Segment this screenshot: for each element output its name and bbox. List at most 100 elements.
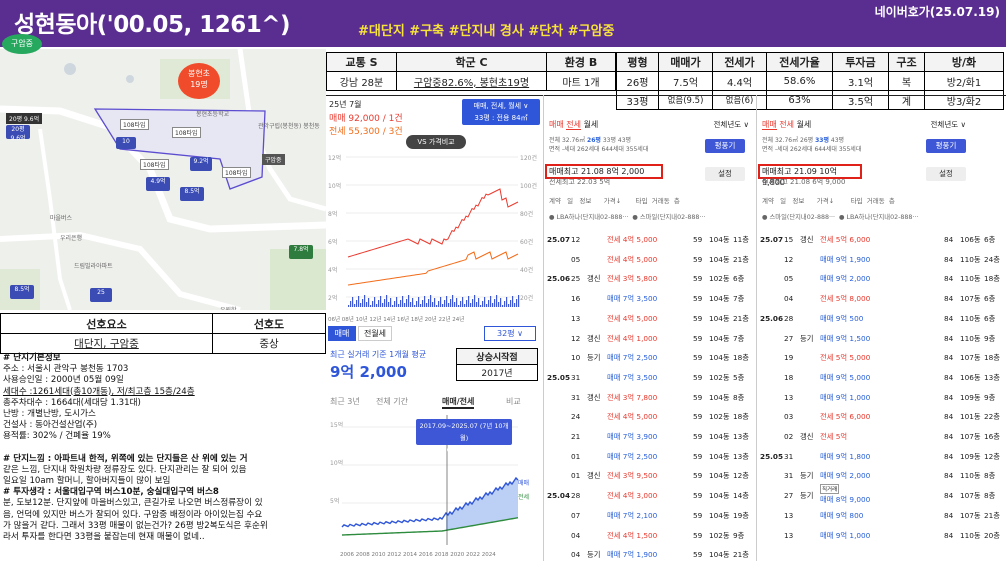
tab-compare[interactable]: 비교 bbox=[506, 397, 521, 406]
row-d: 31 bbox=[571, 372, 581, 382]
year-select[interactable]: 전체년도 ∨ bbox=[713, 120, 749, 129]
table-row[interactable]: 25.07 12 전세 4억 5,000 59 104동 11층 bbox=[547, 232, 753, 248]
table-row[interactable]: 07 매매 7억 2,100 59 104동 19층 bbox=[547, 508, 753, 524]
table-row[interactable]: 25.04 28 전세 4억 3,000 59 104동 14층 bbox=[547, 488, 753, 504]
table-row[interactable]: 25.06 28 매매 9억 500 84 110동 6층 bbox=[760, 311, 1004, 327]
settings-button[interactable]: 설정 bbox=[926, 167, 966, 181]
table-row[interactable]: 19 전세 5억 5,000 84 107동 18층 bbox=[760, 350, 1004, 366]
row-p: 매매 9억 800 bbox=[820, 510, 864, 520]
table-row[interactable]: 13 전세 4억 5,000 59 104동 21층 bbox=[547, 311, 753, 327]
table-row[interactable]: 04 전세 5억 8,000 84 107동 6층 bbox=[760, 291, 1004, 307]
table-row[interactable]: 01 갱신 전세 3억 9,500 59 104동 12층 bbox=[547, 468, 753, 484]
volume-bar bbox=[388, 302, 390, 307]
deal-type-tabs[interactable]: 매매 전세 월세 bbox=[549, 120, 599, 130]
row-p: 매매 7억 3,900 bbox=[607, 432, 658, 441]
row-t: 59 bbox=[693, 530, 703, 540]
y-tick: 2억 bbox=[328, 294, 337, 302]
building-marker[interactable]: 7.8억 bbox=[289, 245, 313, 259]
tab-sale-lease[interactable]: 매매/전세 bbox=[442, 396, 475, 409]
building-marker[interactable]: 20평 9.6억 bbox=[6, 125, 30, 142]
table-row[interactable]: 12 매매 9억 1,900 84 110동 24층 bbox=[760, 252, 1004, 268]
row-p: 매매 9억 1,900 bbox=[820, 254, 871, 264]
row-f: 9층 bbox=[984, 333, 996, 343]
size-select[interactable]: 32평 ∨ bbox=[484, 326, 536, 341]
row-note: 직거래 bbox=[820, 484, 840, 495]
size-filter[interactable]: 전체 32.76㎡ 26평 33평 43평 면적 -세대 262세대 644세대 … bbox=[762, 137, 862, 153]
size-filter[interactable]: 전체 32.76㎡ 26평 33평 43평 면적 -세대 262세대 644세대 … bbox=[549, 137, 649, 153]
pin-20-label[interactable]: 20평 9.6억 bbox=[6, 113, 43, 124]
row-f: 6층 bbox=[984, 235, 996, 244]
volume-bar bbox=[384, 299, 386, 307]
table-row[interactable]: 25.07 15 갱신 전세 5억 6,000 84 106동 6층 bbox=[760, 232, 1004, 248]
row-d: 28 bbox=[571, 491, 581, 501]
table-row[interactable]: 13 매매 9억 1,000 84 109동 9층 bbox=[760, 390, 1004, 406]
table-row[interactable]: 31 등기 매매 9억 2,000 84 110동 8층 bbox=[760, 468, 1004, 484]
table-row[interactable]: 27 등기 매매 9억 1,500 84 110동 9층 bbox=[760, 331, 1004, 347]
table-row[interactable]: 18 매매 9억 5,000 84 106동 13층 bbox=[760, 370, 1004, 386]
complex-map[interactable]: 봉현초 19명 20평 9.6억 20평 9.6억 10 9.2억 4.9억 8.5… bbox=[0, 49, 326, 310]
y-tick: 10억 bbox=[328, 182, 341, 190]
building-marker[interactable]: 9.2억 bbox=[190, 157, 212, 171]
table-row[interactable]: 02 갱신 전세 5억 84 107동 16층 bbox=[760, 429, 1004, 445]
chart-filter-dropdown[interactable]: 매매, 전세, 월세 ∨ 33평 : 전용 84㎡ bbox=[462, 99, 540, 125]
table-row[interactable]: 13 매매 9억 1,000 84 110동 20층 bbox=[760, 528, 1004, 544]
table-row[interactable]: 10 등기 매매 7억 2,500 59 104동 18층 bbox=[547, 350, 753, 366]
row-t: 59 bbox=[693, 412, 703, 422]
table-row[interactable]: 24 전세 4억 5,000 59 102동 18층 bbox=[547, 409, 753, 425]
row-p: 전세 4억 5,000 bbox=[607, 412, 658, 422]
volume-bar bbox=[418, 297, 420, 307]
row-d: 27 bbox=[784, 333, 794, 343]
volume-bar bbox=[406, 299, 408, 307]
row-d: 16 bbox=[571, 294, 581, 304]
building-marker[interactable]: 4.9억 bbox=[146, 177, 170, 191]
table-row[interactable]: 25.05 31 매매 7억 3,500 59 102동 5층 bbox=[547, 370, 753, 386]
building-marker[interactable]: 25 bbox=[90, 288, 112, 302]
building-marker[interactable]: 8.5억 bbox=[10, 285, 34, 299]
volume-bar bbox=[446, 296, 448, 307]
pyeong-button[interactable]: 평풍기 bbox=[926, 139, 966, 153]
table-row[interactable]: 03 전세 5억 6,000 84 101동 22층 bbox=[760, 409, 1004, 425]
poi-label: 봉현초등학교 bbox=[196, 111, 230, 118]
table-row[interactable]: 25.05 31 매매 9억 1,800 84 109동 12층 bbox=[760, 449, 1004, 465]
compare-button[interactable]: VS 가격비교 bbox=[406, 135, 466, 149]
complex-info: # 단지기본정보 주소 : 서울시 관악구 봉천동 1703 사용승인일 : 20… bbox=[3, 353, 268, 543]
building-marker[interactable]: 10 bbox=[116, 137, 136, 149]
tab-all-period[interactable]: 전체 기간 bbox=[376, 397, 408, 406]
school-map-label[interactable]: 구암중 bbox=[262, 154, 285, 165]
table-row[interactable]: 27 등기 매매 8억 9,000 84 107동 8층 직거래 bbox=[760, 484, 1004, 505]
table-row[interactable]: 05 매매 9억 2,000 84 110동 18층 bbox=[760, 271, 1004, 287]
row-i: 갱신 bbox=[800, 432, 814, 441]
deal-type-tabs[interactable]: 매매 전세 월세 bbox=[762, 120, 812, 130]
row-d: 07 bbox=[571, 510, 581, 520]
table-row[interactable]: 21 매매 7억 3,900 59 104동 13층 bbox=[547, 429, 753, 445]
year-select[interactable]: 전체년도 ∨ bbox=[930, 120, 966, 129]
row-p: 매매 8억 9,000 bbox=[820, 495, 871, 505]
school-pin[interactable]: 봉현초 19명 bbox=[178, 63, 220, 99]
volume-bar bbox=[360, 303, 362, 307]
building-marker[interactable]: 8.5억 bbox=[180, 187, 204, 201]
poi-label: 우리은행 bbox=[60, 235, 83, 242]
y-tick-right: 20건 bbox=[520, 294, 533, 302]
table-row[interactable]: 31 갱신 전세 3억 7,800 59 104동 8층 bbox=[547, 390, 753, 406]
row-f: 9층 bbox=[984, 392, 996, 402]
table-row[interactable]: 04 전세 4억 1,500 59 102동 9층 bbox=[547, 528, 753, 544]
pyeong-button[interactable]: 평풍기 bbox=[705, 139, 745, 153]
tab-lease[interactable]: 전월세 bbox=[358, 326, 392, 341]
agent-row[interactable]: ● 스마일(단지내02-888··· ● LBA하나(단지내02-888··· bbox=[762, 214, 919, 221]
source-label: 네이버호가(25.07.19) bbox=[874, 5, 1000, 19]
table-row[interactable]: 04 등기 매매 7억 1,900 59 104동 21층 bbox=[547, 547, 753, 561]
settings-button[interactable]: 설정 bbox=[705, 167, 745, 181]
table-row[interactable]: 05 전세 4억 5,000 59 104동 21층 bbox=[547, 252, 753, 268]
volume-bar bbox=[348, 305, 350, 307]
row-f: 13층 bbox=[984, 372, 1000, 382]
table-row[interactable]: 01 매매 7억 2,500 59 104동 13층 bbox=[547, 449, 753, 465]
table-row[interactable]: 13 매매 9억 800 84 107동 21층 bbox=[760, 508, 1004, 524]
row-p: 전세 5억 6,000 bbox=[820, 412, 871, 422]
table-row[interactable]: 25.06 25 갱신 전세 3억 5,800 59 102동 6층 bbox=[547, 271, 753, 287]
volume-bar bbox=[498, 302, 500, 307]
tab-3years[interactable]: 최근 3년 bbox=[330, 397, 360, 406]
table-row[interactable]: 12 갱신 전세 4억 1,000 59 104동 7층 bbox=[547, 331, 753, 347]
tab-sale[interactable]: 매매 bbox=[328, 326, 356, 341]
agent-row[interactable]: ● LBA하나(단지내02-888··· ● 스마일(단지내02-888··· bbox=[549, 214, 706, 221]
table-row[interactable]: 16 매매 7억 3,500 59 104동 7층 bbox=[547, 291, 753, 307]
